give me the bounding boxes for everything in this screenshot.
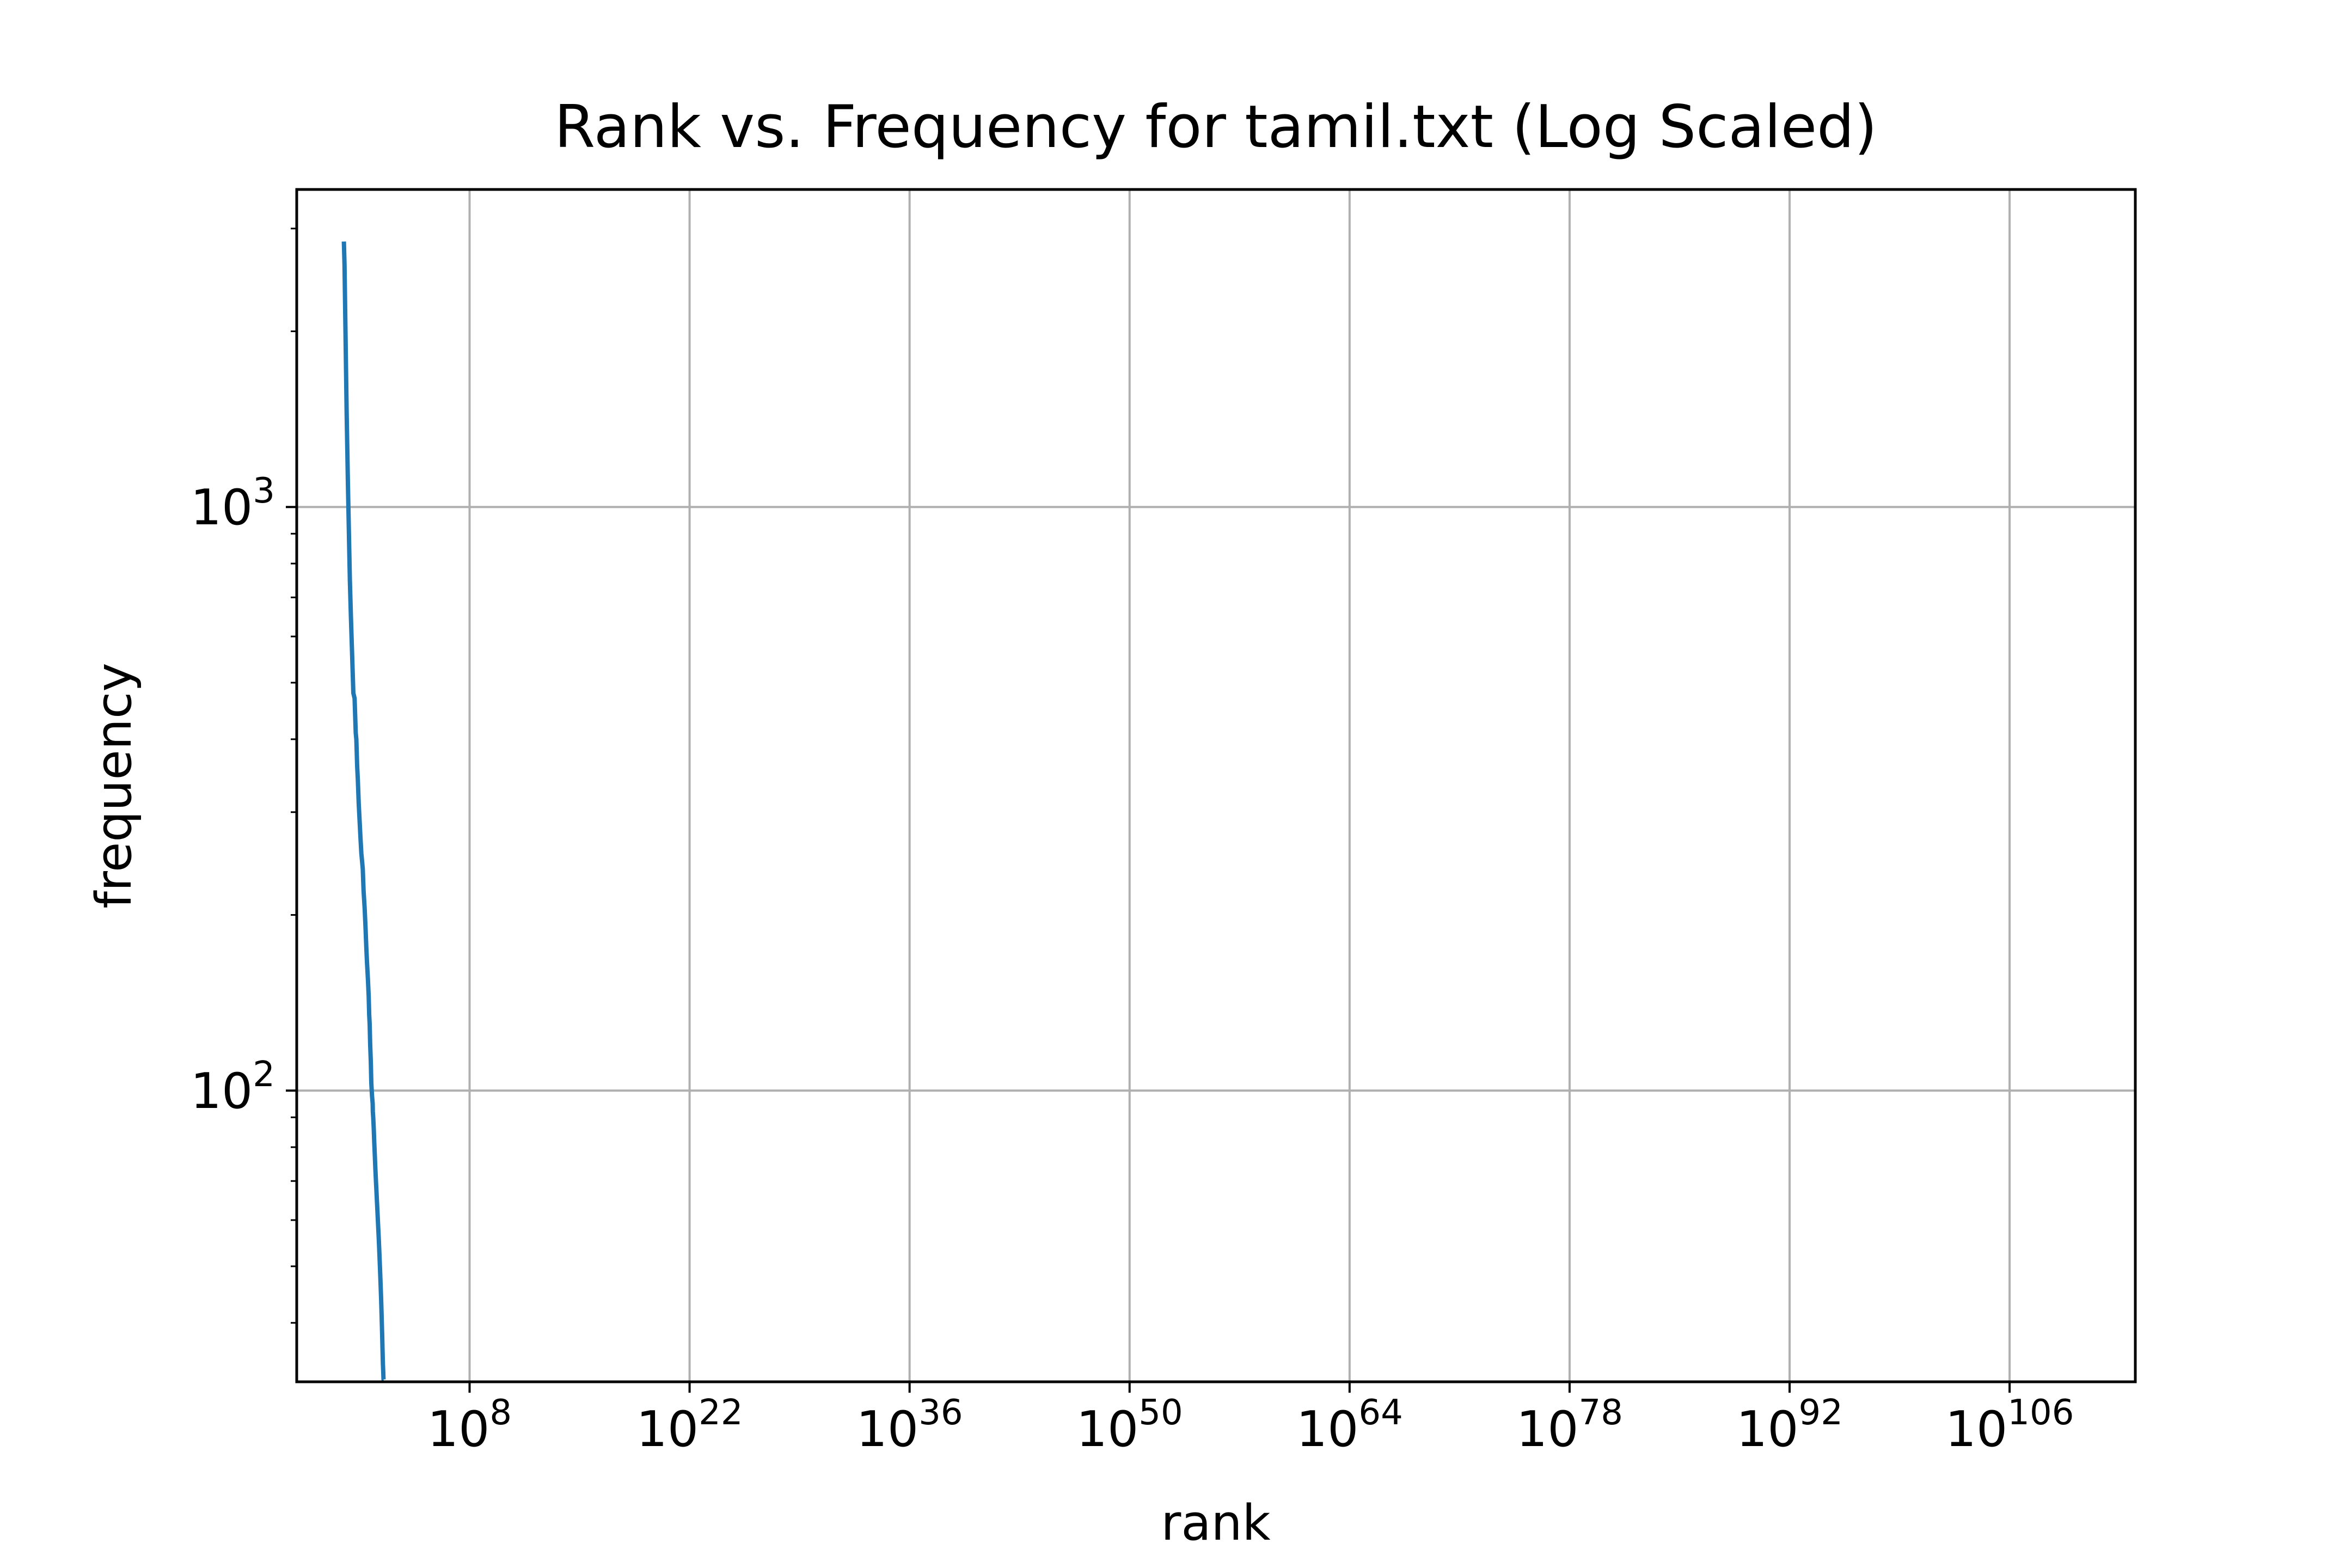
x-tick-label: 1050 (1076, 1393, 1183, 1458)
series-layer (341, 241, 386, 1382)
x-tick-label: 10106 (1945, 1393, 2074, 1458)
y-axis-label: frequency (85, 663, 143, 908)
plot-frame (295, 188, 2137, 1383)
x-tick-label: 1022 (636, 1393, 743, 1458)
y-tick-label: 103 (191, 471, 275, 536)
y-axis: 102 103 (191, 228, 297, 1324)
chart-title: Rank vs. Frequency for tamil.txt (Log Sc… (554, 93, 1877, 161)
x-tick-label: 1078 (1516, 1393, 1623, 1458)
series-line-0 (341, 241, 386, 1382)
x-tick-label: 1064 (1296, 1393, 1403, 1458)
x-tick-label: 1092 (1736, 1393, 1843, 1458)
grid (297, 189, 2135, 1382)
x-tick-label: 1036 (856, 1393, 963, 1458)
y-tick-label: 102 (191, 1055, 275, 1120)
x-axis-label: rank (1161, 1494, 1270, 1552)
x-axis: 108 1022 1036 1050 1064 1078 1092 10106 (427, 1382, 2074, 1458)
x-tick-label: 108 (427, 1393, 512, 1458)
